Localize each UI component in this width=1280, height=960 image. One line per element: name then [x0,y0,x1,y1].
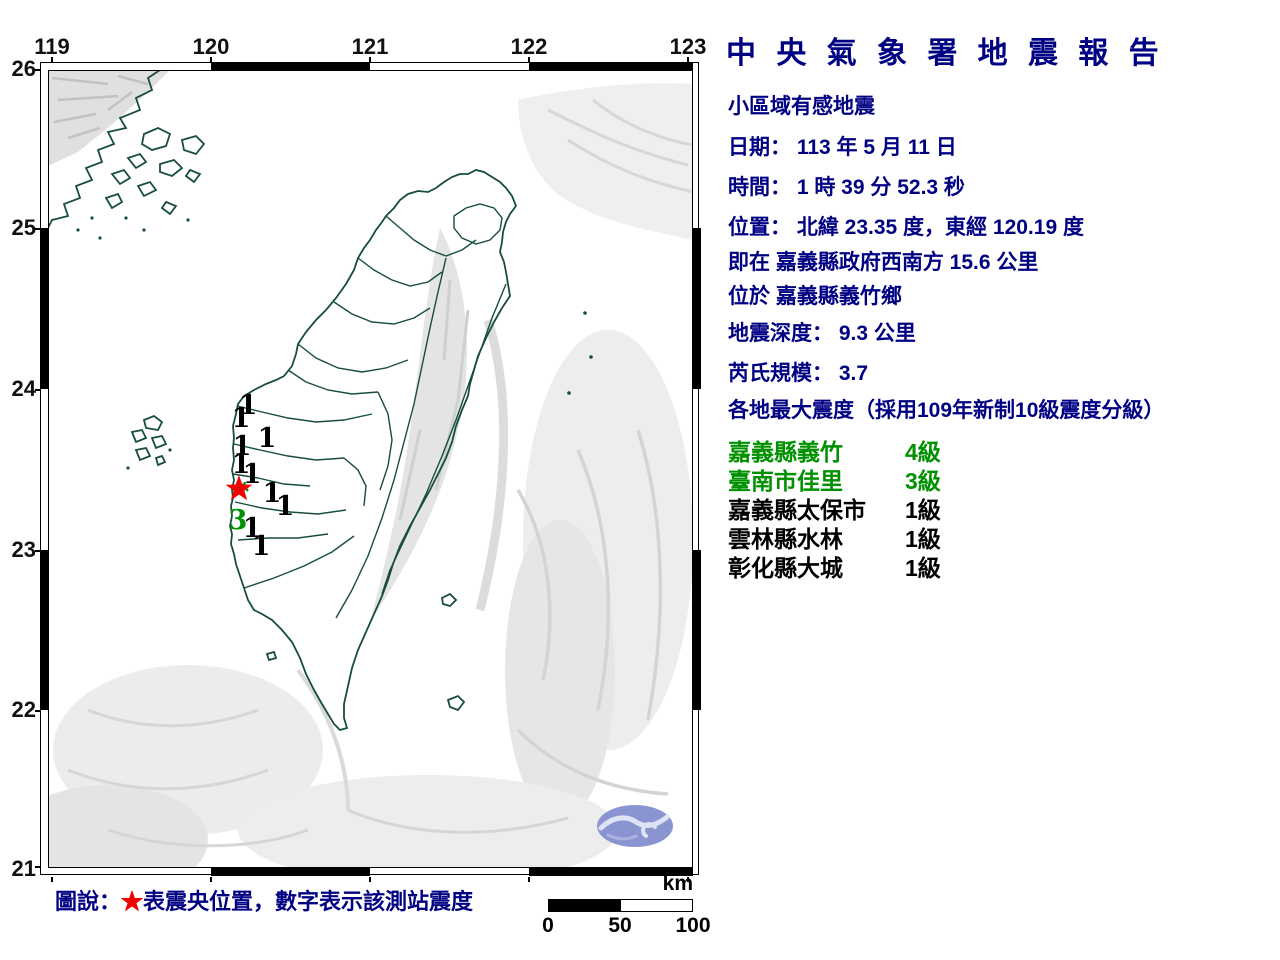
intensity-value: 3級 [905,468,941,494]
frame-band [211,868,370,876]
station-intensity-mark: 1 [263,478,282,509]
scalebar-unit: km [662,872,693,895]
station-intensity-mark: 1 [239,390,258,421]
station-intensity-mark: 1 [243,459,262,490]
report-title: 中 央 氣 象 署 地 震 報 告 [726,37,1165,70]
map-legend: 圖說：★表震央位置，數字表示該測站震度 [55,884,473,916]
station-intensity-mark: 3 [229,505,248,536]
station-intensity-mark: 1 [233,431,252,462]
report-panel: 中 央 氣 象 署 地 震 報 告 小區域有感地震 日期： 113 年 5 月 … [710,0,1280,960]
report-magnitude-line: 芮氏規模： 3.7 [728,362,869,385]
relief-shading [48,70,693,868]
report-relative-line: 即在 嘉義縣政府西南方 15.6 公里 [728,251,1039,274]
scalebar-label-0: 0 [542,914,554,937]
axis-label-lon: 120 [192,34,230,59]
county-boundaries [232,203,507,619]
report-township-line: 位於 嘉義縣義竹鄉 [728,285,902,308]
report-subtitle: 小區域有感地震 [728,95,875,118]
report-time-line: 時間： 1 時 39 分 52.3 秒 [728,176,965,199]
frame-band [693,228,701,389]
epicenter-marker [225,475,253,501]
report-date-line: 日期： 113 年 5 月 11 日 [728,136,957,159]
station-intensity-mark: 1 [258,423,277,454]
scalebar [548,899,693,912]
axis-label-lat: 25 [11,215,36,240]
axis-label-lon: 122 [510,34,548,59]
axis-label-lat: 21 [11,856,36,881]
intensity-value: 4級 [905,439,941,465]
cwa-logo [597,805,673,847]
report-depth-line: 地震深度： 9.3 公里 [728,322,916,345]
frame-band [211,62,370,70]
legend-text: 表震央位置，數字表示該測站震度 [143,889,474,914]
station-intensity-mark: 1 [276,491,295,522]
station-intensity-mark: 1 [232,449,251,480]
station-intensity-group: 1 1 1 1 1 1 1 1 3 1 1 [229,390,295,562]
legend-prefix: 圖說： [55,889,122,914]
frame-band [40,550,48,710]
axis-label-lon: 123 [669,34,707,59]
station-intensity-mark: 1 [252,531,271,562]
scalebar-label-100: 100 [675,914,711,937]
coastlines [48,70,518,732]
scalebar-filled-half [549,900,621,911]
axis-label-lat: 26 [11,56,36,81]
intensity-location: 彰化縣大城 [728,555,843,581]
frame-band [529,868,693,876]
frame-band [40,228,48,389]
epicenter-star-icon [225,475,253,501]
axis-label-lat: 24 [11,376,36,401]
axis-label-lon: 119 [34,34,70,59]
axis-label-lat: 23 [11,537,36,562]
epicenter-star-glyph: ★ [121,889,144,914]
station-intensity-mark: 1 [232,403,251,434]
intensity-value: 1級 [905,497,941,523]
axis-label-lat: 22 [11,697,36,722]
frame-band [693,550,701,710]
intensity-section-header: 各地最大震度（採用109年新制10級震度分級） [728,399,1165,422]
intensity-location: 臺南市佳里 [728,468,843,494]
station-intensity-mark: 1 [243,513,262,544]
intensity-location: 雲林縣水林 [728,526,843,552]
intensity-location: 嘉義縣太保市 [728,497,866,523]
intensity-location: 嘉義縣義竹 [728,439,843,465]
report-location-line: 位置： 北緯 23.35 度，東經 120.19 度 [728,216,1084,239]
islet-dots [76,216,593,470]
frame-band [529,62,693,70]
scalebar-label-50: 50 [608,914,632,937]
axis-label-lon: 121 [351,34,389,59]
relief-map: 1 1 1 1 1 1 1 1 3 1 1 [48,70,693,868]
intensity-value: 1級 [905,555,941,581]
map-panel: 119 120 121 122 123 26 25 24 23 22 21 [11,34,711,937]
intensity-value: 1級 [905,526,941,552]
